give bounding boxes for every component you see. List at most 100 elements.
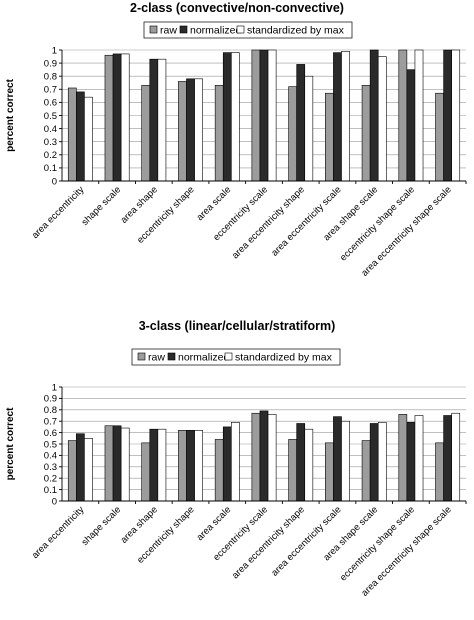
legend-swatch-normalized <box>167 352 176 361</box>
bar-raw-area-shape <box>141 85 151 182</box>
y-tick-label: 0 <box>52 496 57 507</box>
x-category-label: area eccentricity shape <box>230 184 307 261</box>
y-tick-label: 0.3 <box>44 137 57 148</box>
bar-raw-area-eccentricity-scale <box>325 92 334 182</box>
y-tick-label: 0.1 <box>44 485 57 496</box>
legend-label-standardized-by-max: standardized by max <box>235 352 333 364</box>
bar-standardized-by-max-area-eccentricity-scale <box>341 51 350 182</box>
bar-standardized-by-max-area-eccentricity-shape <box>304 75 314 182</box>
bar-normalized-area-eccentricity <box>76 433 85 502</box>
bar-normalized-area-eccentricity-scale <box>333 416 342 502</box>
bar-raw-area-eccentricity-shape-scale <box>435 442 444 502</box>
bar-normalized-area-shape-scale <box>369 423 379 502</box>
x-category-label: area eccentricity <box>30 504 87 561</box>
chart-2-class: 2-class (convective/non-convective) raw no… <box>5 1 467 279</box>
legend-swatch-raw <box>137 352 146 361</box>
bar-normalized-area-eccentricity-shape-scale <box>443 415 452 502</box>
y-tick-label: 0.9 <box>44 394 57 405</box>
y-tick-label: 0.4 <box>44 451 57 462</box>
chart-title: 3-class (linear/cellular/stratiform) <box>139 319 336 333</box>
bar-raw-eccentricity-scale <box>251 49 261 182</box>
bar-standardized-by-max-area-shape-scale <box>377 56 387 182</box>
y-tick-label: 0.2 <box>44 474 57 485</box>
bar-raw-eccentricity-shape <box>178 430 187 502</box>
bar-normalized-shape-scale <box>112 53 122 182</box>
bar-raw-shape-scale <box>104 54 114 182</box>
bar-standardized-by-max-area-eccentricity <box>84 96 93 182</box>
y-tick-label: 0 <box>52 176 57 187</box>
bar-normalized-eccentricity-shape-scale <box>406 69 416 182</box>
bar-raw-area-eccentricity-shape <box>288 86 297 182</box>
bar-standardized-by-max-eccentricity-shape-scale <box>414 49 424 182</box>
bar-normalized-area-eccentricity-scale <box>333 52 342 182</box>
y-tick-label: 1 <box>52 45 57 56</box>
y-tick-label: 0.6 <box>44 98 57 109</box>
bar-standardized-by-max-eccentricity-shape-scale <box>414 415 424 502</box>
y-tick-label: 1 <box>52 382 57 393</box>
bar-raw-area-eccentricity-shape-scale <box>435 92 444 182</box>
y-tick-label: 0.5 <box>44 111 57 122</box>
bar-normalized-area-eccentricity-shape-scale <box>443 49 452 182</box>
bar-normalized-area-shape <box>149 58 159 182</box>
x-category-label: shape scale <box>80 184 124 228</box>
x-category-label: area scale <box>195 504 234 543</box>
y-tick-label: 0.8 <box>44 72 57 83</box>
bar-raw-eccentricity-shape-scale <box>398 414 408 502</box>
bar-raw-area-scale <box>214 85 224 182</box>
bar-standardized-by-max-shape-scale <box>120 53 130 182</box>
bar-normalized-eccentricity-shape <box>186 430 195 502</box>
bar-normalized-eccentricity-shape-scale <box>406 422 416 502</box>
legend-swatch-standardized-by-max <box>224 352 233 361</box>
legend-swatch-raw <box>149 25 158 34</box>
legend-swatch-standardized-by-max <box>236 25 245 34</box>
y-tick-label: 0.9 <box>44 58 57 69</box>
bar-raw-area-eccentricity-scale <box>325 442 334 502</box>
bar-normalized-area-eccentricity <box>76 91 85 182</box>
bar-standardized-by-max-eccentricity-scale <box>267 414 277 502</box>
bar-raw-shape-scale <box>104 425 114 502</box>
bar-standardized-by-max-eccentricity-shape <box>194 430 203 502</box>
legend-label-normalized: normalized <box>178 352 230 364</box>
y-tick-label: 0.3 <box>44 462 57 473</box>
bar-standardized-by-max-area-eccentricity-shape-scale <box>451 49 461 182</box>
y-axis-title: percent correct <box>5 407 16 480</box>
bar-standardized-by-max-area-scale <box>231 422 240 502</box>
bar-raw-area-shape-scale <box>361 440 371 502</box>
x-category-label: area eccentricity scale <box>269 184 343 258</box>
y-tick-label: 0.2 <box>44 150 57 161</box>
bar-normalized-area-scale <box>222 426 232 502</box>
y-tick-label: 0.7 <box>44 417 57 428</box>
y-axis-title: percent correct <box>5 78 16 151</box>
y-tick-label: 0.6 <box>44 428 57 439</box>
y-tick-label: 0.1 <box>44 163 57 174</box>
chart-3-class: 3-class (linear/cellular/stratiform) raw n… <box>5 319 467 599</box>
bar-raw-eccentricity-scale <box>251 412 261 502</box>
bar-normalized-eccentricity-shape <box>186 78 195 182</box>
bar-normalized-area-eccentricity-shape <box>296 64 306 182</box>
y-tick-label: 0.5 <box>44 439 57 450</box>
bar-raw-area-eccentricity-shape <box>288 439 297 502</box>
x-category-label: shape scale <box>80 504 124 548</box>
bar-standardized-by-max-area-eccentricity-shape <box>304 428 314 502</box>
y-tick-label: 0.8 <box>44 405 57 416</box>
bar-raw-area-eccentricity <box>67 440 77 502</box>
bar-standardized-by-max-area-eccentricity-shape-scale <box>451 412 461 502</box>
bar-raw-area-shape <box>141 442 151 502</box>
bar-normalized-area-shape <box>149 428 159 502</box>
bar-normalized-eccentricity-scale <box>259 410 269 502</box>
legend-label-raw: raw <box>148 352 165 364</box>
legend-label-standardized-by-max: standardized by max <box>247 25 345 37</box>
bar-normalized-area-scale <box>222 52 232 182</box>
bar-standardized-by-max-area-shape <box>157 428 167 502</box>
bar-raw-area-eccentricity <box>67 87 77 182</box>
bar-standardized-by-max-area-eccentricity-scale <box>341 420 350 502</box>
bar-normalized-area-shape-scale <box>369 49 379 182</box>
bar-standardized-by-max-area-shape-scale <box>377 422 387 502</box>
x-category-label: area eccentricity scale <box>269 504 343 578</box>
bar-standardized-by-max-area-eccentricity <box>84 438 93 502</box>
x-category-label: area scale <box>195 184 234 223</box>
bar-standardized-by-max-eccentricity-shape <box>194 78 203 182</box>
bar-standardized-by-max-area-shape <box>157 58 167 182</box>
bar-raw-area-scale <box>214 439 224 502</box>
